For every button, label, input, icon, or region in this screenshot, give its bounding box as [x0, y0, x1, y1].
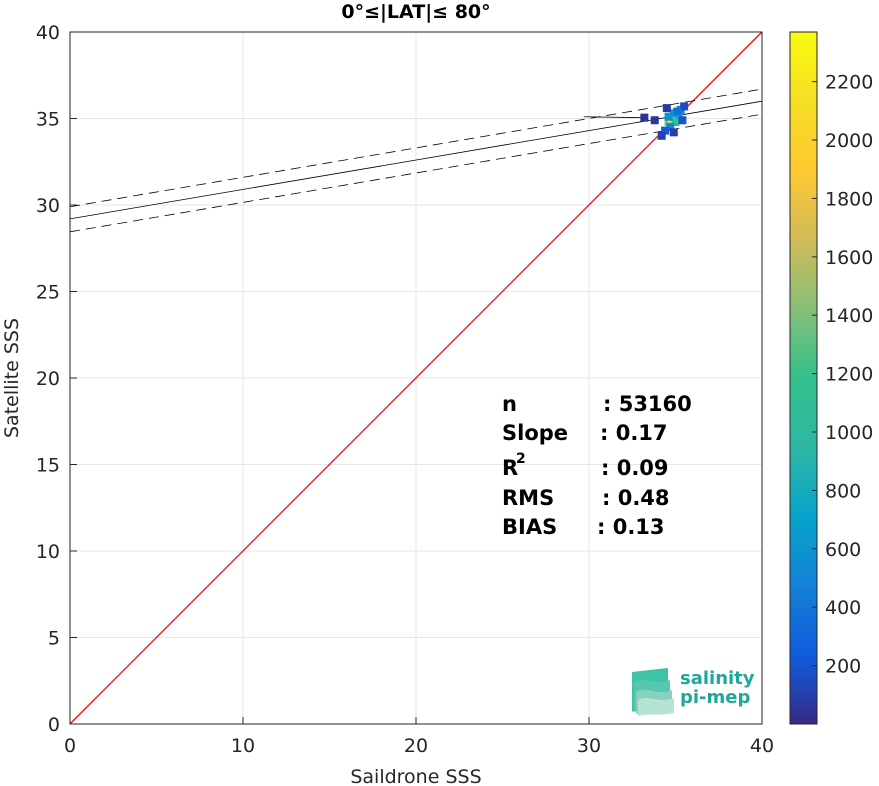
stat-label: n	[502, 392, 517, 416]
colorbar-tick-label: 800	[825, 480, 861, 502]
wave-logo-icon	[632, 668, 674, 716]
density-cell	[664, 112, 673, 121]
colorbar-tick-label: 600	[825, 539, 861, 561]
density-cell	[662, 104, 671, 113]
colorbar-tick-label: 1000	[825, 422, 873, 444]
y-tick-label: 15	[36, 455, 60, 477]
stat-label: R	[502, 456, 518, 480]
density-cell	[669, 128, 678, 137]
x-tick-label: 10	[231, 735, 255, 757]
logo-line1: salinity	[680, 668, 755, 689]
salinity-pi-mep-logo: salinity pi-mep	[632, 668, 755, 716]
stat-value: : 0.09	[601, 456, 669, 480]
density-points	[640, 102, 689, 140]
y-tick-label: 10	[36, 541, 60, 563]
density-cell	[671, 117, 680, 126]
y-tick-label: 5	[48, 628, 60, 650]
y-tick-label: 0	[48, 714, 60, 736]
confidence-bound-line	[69, 113, 763, 233]
stat-value: : 0.17	[600, 421, 668, 445]
x-tick-label: 30	[577, 735, 601, 757]
stat-value: : 0.48	[602, 486, 670, 510]
stat-label: BIAS	[502, 515, 557, 539]
colorbar-tick-label: 2000	[825, 130, 873, 152]
y-tick-label: 40	[36, 22, 60, 44]
y-axis: 0 5 10 15 20 25 30 35 40	[36, 22, 77, 736]
x-tick-label: 0	[64, 735, 76, 757]
confidence-bound-line	[69, 88, 763, 208]
density-cell	[666, 123, 675, 132]
colorbar	[789, 31, 818, 725]
colorbar-tick-label: 2200	[825, 72, 873, 94]
density-cell	[640, 113, 649, 122]
stat-label: Slope	[502, 421, 568, 445]
colorbar-tick-label: 1400	[825, 305, 873, 327]
x-tick-label: 40	[750, 735, 774, 757]
colorbar-tick-label: 1200	[825, 364, 873, 386]
colorbar-tick-label: 200	[825, 656, 861, 678]
stats-annotation: n : 53160 Slope : 0.17 R2 : 0.09 RMS : 0.48 BIAS…	[502, 392, 692, 539]
y-axis-label: Satellite SSS	[1, 318, 23, 438]
identity-line	[69, 31, 763, 725]
regression-tail	[583, 116, 641, 119]
stat-label: RMS	[502, 486, 554, 510]
density-cell	[650, 116, 659, 125]
logo-line2: pi-mep	[680, 687, 750, 708]
density-cell	[673, 107, 682, 116]
density-cell	[678, 116, 687, 125]
y-tick-label: 25	[36, 282, 60, 304]
y-tick-label: 30	[36, 195, 60, 217]
stat-value: : 53160	[603, 392, 692, 416]
x-tick-label: 20	[404, 735, 428, 757]
density-cell	[657, 131, 666, 140]
colorbar-ticks: 200 400 600 800 1000 1200 1400 1600 1800 2000 2200	[812, 72, 873, 678]
y-tick-label: 35	[36, 109, 60, 131]
x-axis-label: Saildrone SSS	[350, 766, 481, 786]
y-tick-label: 20	[36, 368, 60, 390]
colorbar-tick-label: 400	[825, 597, 861, 619]
stat-value: : 0.13	[597, 515, 665, 539]
x-axis: 0 10 20 30 40	[64, 717, 774, 757]
density-cell	[680, 102, 689, 111]
stat-superscript: 2	[516, 451, 526, 467]
density-cell	[661, 126, 670, 135]
colorbar-tick-label: 1800	[825, 188, 873, 210]
colorbar-tick-label: 1600	[825, 247, 873, 269]
chart-title: 0°≤|LAT|≤ 80°	[341, 1, 490, 23]
